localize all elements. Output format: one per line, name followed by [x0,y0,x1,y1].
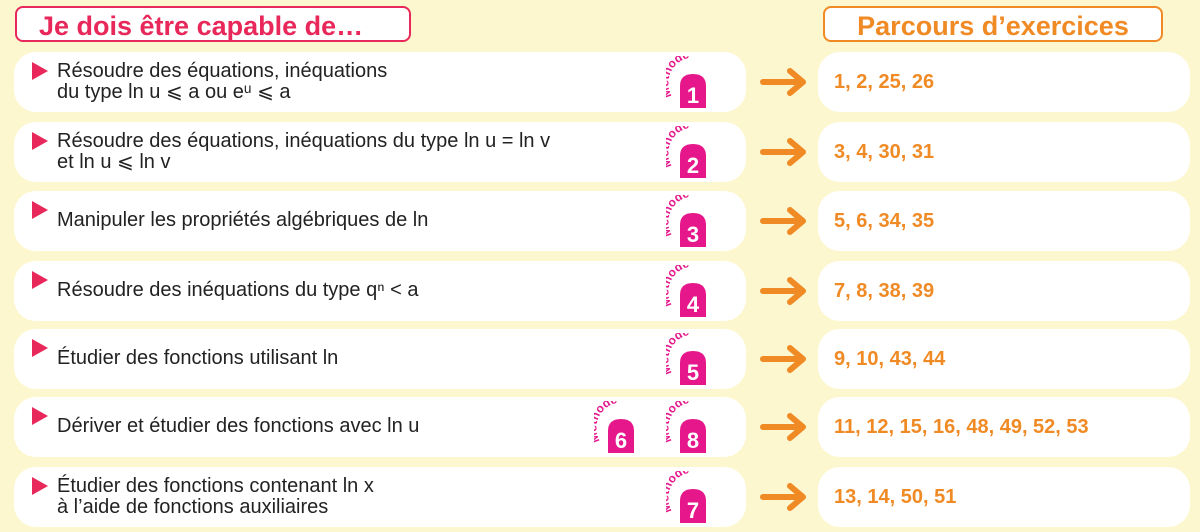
svg-text:1: 1 [687,83,699,108]
exercise-list[interactable]: 13, 14, 50, 51 [818,467,1190,527]
method-badge[interactable]: Méthode 1 [657,47,720,108]
arrow-right-icon [760,277,806,305]
skill-line-1: Résoudre des équations, inéquations du t… [57,130,551,152]
method-icon: Méthode 5 [657,324,706,385]
svg-text:6: 6 [615,428,627,453]
exercise-list[interactable]: 3, 4, 30, 31 [818,122,1190,182]
method-badge[interactable]: Méthode 5 [657,324,720,385]
skill-row: Étudier des fonctions contenant ln x à l… [14,462,746,527]
skill-line-1: Étudier des fonctions contenant ln x [57,475,374,497]
skill-text: Résoudre des équations, inéquations du t… [57,131,550,173]
svg-text:4: 4 [687,292,700,317]
skill-line-1: Étudier des fonctions utilisant ln [57,347,339,369]
method-icon: Méthode 7 [657,462,706,523]
skill-line-2: et ln u ⩽ ln v [57,151,171,173]
method-icon: Méthode 8 [657,392,706,453]
skill-row: Résoudre des inéquations du type qⁿ < a … [14,256,746,321]
arrow-right-icon [760,138,806,166]
svg-text:3: 3 [687,222,699,247]
arrow-right-icon [760,413,806,441]
skills-header: Je dois être capable de… [15,6,411,42]
method-icon: Méthode 1 [657,47,706,108]
exercise-list[interactable]: 9, 10, 43, 44 [818,329,1190,389]
method-badge[interactable]: Méthode 4 [657,256,720,317]
svg-text:8: 8 [687,428,699,453]
bullet-triangle-icon [32,132,48,150]
exercise-list[interactable]: 7, 8, 38, 39 [818,261,1190,321]
skill-line-2: à l’aide de fonctions auxiliaires [57,496,329,518]
skill-row: Résoudre des équations, inéquations du t… [14,47,746,112]
method-badge[interactable]: Méthode 7 [657,462,720,523]
skill-line-1: Résoudre des inéquations du type qⁿ < a [57,279,419,301]
skill-row: Étudier des fonctions utilisant ln Métho… [14,324,746,389]
skill-line-2: du type ln u ⩽ a ou eᵘ ⩽ a [57,81,291,103]
arrow-right-icon [760,207,806,235]
skill-text: Résoudre des inéquations du type qⁿ < a [57,280,418,301]
bullet-triangle-icon [32,477,48,495]
exercise-list[interactable]: 5, 6, 34, 35 [818,191,1190,251]
bullet-triangle-icon [32,339,48,357]
skill-line-1: Résoudre des équations, inéquations [57,60,388,82]
arrow-right-icon [760,68,806,96]
method-badge[interactable]: Méthode 6 [585,392,648,453]
skill-text: Manipuler les propriétés algébriques de … [57,210,428,231]
skill-line-1: Dériver et étudier des fonctions avec ln… [57,415,420,437]
svg-text:7: 7 [687,498,699,523]
skill-line-1: Manipuler les propriétés algébriques de … [57,209,429,231]
skill-row: Dériver et étudier des fonctions avec ln… [14,392,746,457]
bullet-triangle-icon [32,201,48,219]
method-icon: Méthode 3 [657,186,706,247]
exercises-header: Parcours d’exercices [823,6,1163,42]
skill-text: Résoudre des équations, inéquations du t… [57,61,387,103]
bullet-triangle-icon [32,271,48,289]
method-badge[interactable]: Méthode 8 [657,392,720,453]
method-badge[interactable]: Méthode 2 [657,117,720,178]
exercise-list[interactable]: 1, 2, 25, 26 [818,52,1190,112]
skill-row: Manipuler les propriétés algébriques de … [14,186,746,251]
method-icon: Méthode 6 [585,392,634,453]
skill-row: Résoudre des équations, inéquations du t… [14,117,746,182]
method-icon: Méthode 2 [657,117,706,178]
svg-text:5: 5 [687,360,699,385]
skill-text: Étudier des fonctions contenant ln x à l… [57,476,374,518]
svg-text:2: 2 [687,153,699,178]
bullet-triangle-icon [32,407,48,425]
bullet-triangle-icon [32,62,48,80]
method-badge[interactable]: Méthode 3 [657,186,720,247]
exercise-list[interactable]: 11, 12, 15, 16, 48, 49, 52, 53 [818,397,1190,457]
method-icon: Méthode 4 [657,256,706,317]
skill-text: Dériver et étudier des fonctions avec ln… [57,416,419,437]
arrow-right-icon [760,483,806,511]
skill-text: Étudier des fonctions utilisant ln [57,348,338,369]
arrow-right-icon [760,345,806,373]
